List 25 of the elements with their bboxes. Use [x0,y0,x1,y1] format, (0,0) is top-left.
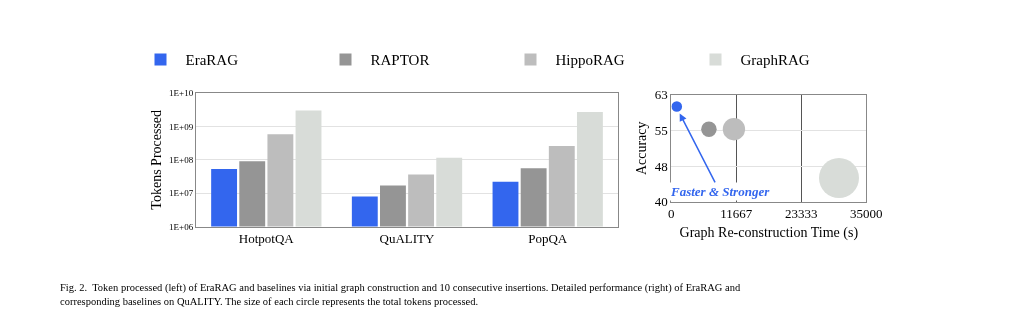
y-tick-label: 1E+08 [169,154,194,165]
y-tick-label: 1E+07 [169,188,194,199]
y-axis-title: Accuracy [634,121,650,176]
x-axis-title: Graph Re-construction Time (s) [679,224,859,241]
x-tick-label: QuALITY [379,231,436,247]
x-tick-label: 23333 [785,206,818,222]
legend-label: RAPTOR [370,52,430,69]
y-tick-label: 1E+06 [169,221,194,232]
annotation: Faster & Stronger [670,184,771,199]
y-tick-label: 48 [654,158,668,174]
y-tick-label: 63 [654,87,668,103]
x-tick-label: 0 [668,206,675,222]
y-tick-label: 1E+10 [169,88,194,99]
x-tick-label: 11667 [720,206,753,222]
legend-label: EraRAG [185,52,239,69]
legend-label: GraphRAG [740,52,810,69]
x-tick-label: PopQA [528,231,568,247]
y-tick-label: 55 [654,123,668,139]
x-tick-label: 35000 [850,206,883,222]
y-tick-label: 1E+09 [169,121,194,132]
y-tick-label: 40 [654,194,668,210]
legend-label: HippoRAG [555,52,625,69]
x-tick-label: HotpotQA [238,231,295,247]
y-axis-title: Tokens Processed [148,109,164,210]
caption: Fig. 2. Token processed (left) of EraRAG and baselines via initial graph construction and 10 consecutive insertions. Detailed performance (right) of EraRAG and corresponding baselines on QuALITY. The size of each circle represents the total tokens processed. [60,282,741,307]
